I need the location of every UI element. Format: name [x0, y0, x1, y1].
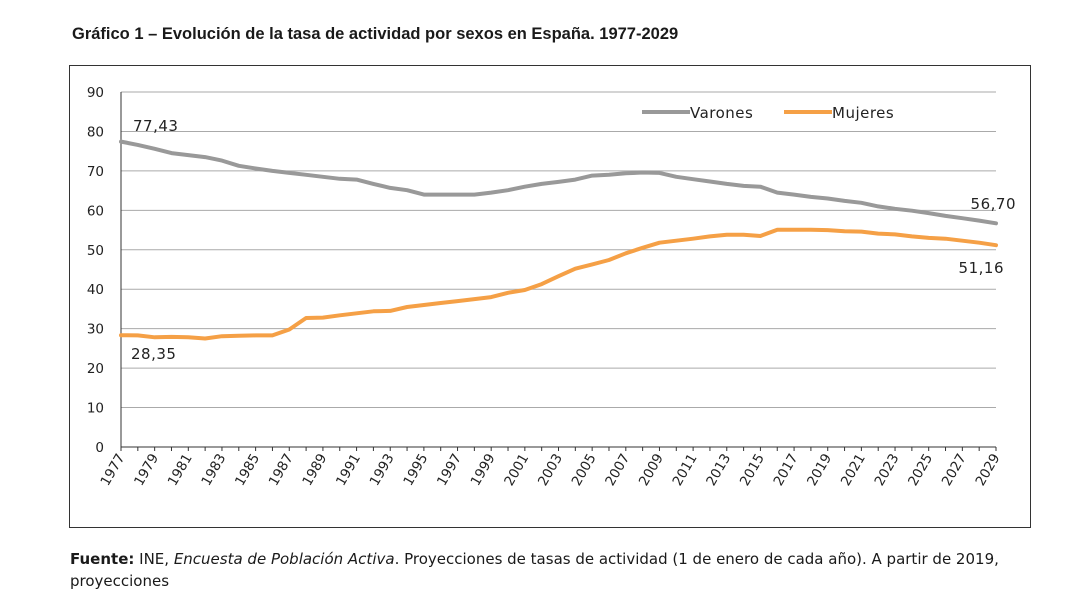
x-tick-label: 2027: [939, 451, 970, 489]
x-tick-label: 2021: [838, 451, 869, 489]
x-tick-label: 2003: [535, 451, 566, 489]
y-tick-label: 30: [87, 322, 104, 338]
y-tick-label: 20: [87, 361, 104, 377]
x-tick-label: 1997: [434, 451, 465, 489]
x-tick-label: 1977: [97, 451, 128, 489]
x-tick-label: 2015: [737, 451, 768, 489]
source-label: Fuente:: [70, 550, 135, 568]
x-axis-ticks: 1977 1979 1981 1983 1985 1987 1989 1991 1993 1995…: [97, 451, 1003, 489]
axes: [120, 92, 997, 451]
x-tick-label: 1999: [468, 451, 499, 489]
x-tick-label: 2025: [905, 451, 936, 489]
x-tick-label: 1981: [165, 451, 196, 489]
legend: Varones Mujeres: [642, 104, 894, 122]
y-tick-label: 80: [87, 124, 104, 140]
x-tick-label: 2019: [804, 451, 835, 489]
series-lines: [119, 139, 998, 341]
series-line-varones: [119, 139, 998, 226]
x-tick-label: 1993: [367, 451, 398, 489]
x-tick-label: 2017: [771, 451, 802, 489]
x-tick-label: 1995: [400, 451, 431, 489]
y-tick-label: 10: [87, 401, 104, 417]
x-tick-label: 2029: [972, 451, 1003, 489]
x-tick-label: 2009: [636, 451, 667, 489]
source-text-2: . Proyecciones de tasas de actividad (1 …: [70, 550, 999, 590]
x-tick-label: 2023: [871, 451, 902, 489]
series-line-mujeres: [119, 227, 998, 341]
y-tick-label: 0: [95, 440, 104, 456]
x-tick-label: 2007: [602, 451, 633, 489]
data-label-varones-2029: 56,70: [971, 195, 1016, 213]
y-tick-label: 60: [87, 203, 104, 219]
line-chart: 0 10 20 30 40 50 60 70 80 90 1977 1979 1981 1983 1985…: [87, 85, 1016, 489]
data-labels: 77,43 56,70 28,35 51,16: [131, 117, 1016, 363]
source-text-1: INE,: [134, 550, 174, 568]
x-tick-label: 1991: [333, 451, 364, 489]
x-tick-label: 1979: [131, 451, 162, 489]
y-tick-label: 70: [87, 164, 104, 180]
chart-frame: [69, 65, 1031, 528]
x-tick-label: 1985: [232, 451, 263, 489]
data-label-mujeres-2029: 51,16: [959, 259, 1004, 277]
data-label-mujeres-1977: 28,35: [131, 345, 176, 363]
x-tick-label: 1987: [266, 451, 297, 489]
y-tick-label: 40: [87, 282, 104, 298]
x-tick-label: 2013: [703, 451, 734, 489]
x-tick-label: 2001: [501, 451, 532, 489]
legend-label-mujeres: Mujeres: [832, 104, 894, 122]
y-axis-ticks: 0 10 20 30 40 50 60 70 80 90: [87, 85, 104, 456]
x-tick-label: 2005: [569, 451, 600, 489]
x-tick-label: 1989: [299, 451, 330, 489]
source-note: Fuente: INE, Encuesta de Población Activ…: [70, 548, 1030, 592]
chart-title: Gráfico 1 – Evolución de la tasa de acti…: [72, 25, 679, 43]
data-label-varones-1977: 77,43: [133, 117, 178, 135]
y-tick-label: 50: [87, 243, 104, 259]
gridlines: [121, 91, 996, 409]
legend-label-varones: Varones: [690, 104, 753, 122]
y-tick-label: 90: [87, 85, 104, 101]
source-publication: Encuesta de Población Activa: [173, 550, 395, 568]
x-tick-label: 1983: [198, 451, 229, 489]
x-tick-label: 2011: [670, 451, 701, 489]
